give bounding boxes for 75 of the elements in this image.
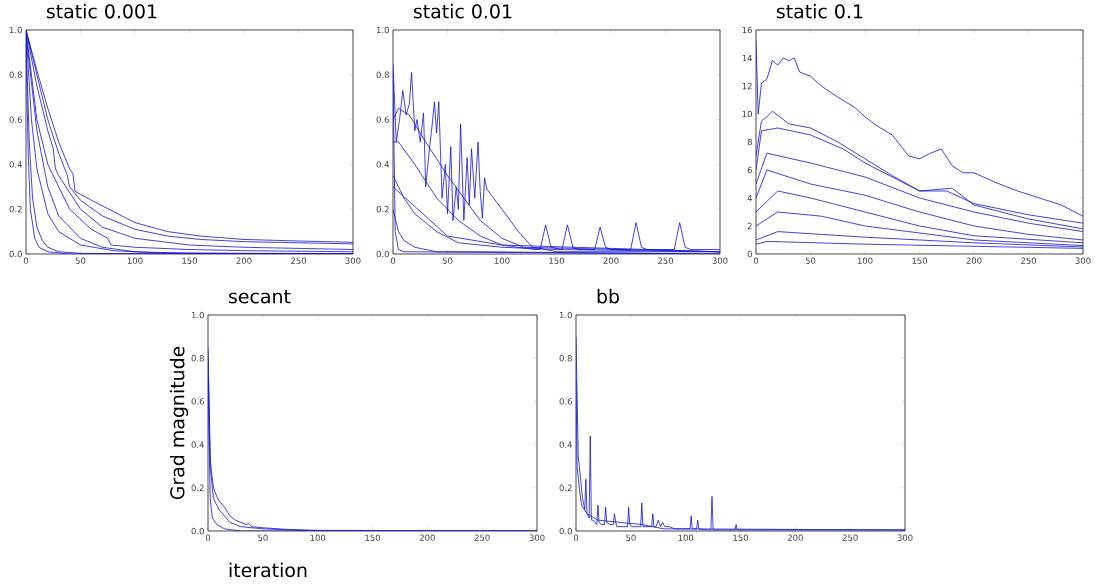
y-tick-label: 8 — [747, 138, 752, 146]
x-tick-label: 300 — [897, 534, 913, 541]
x-tick-label: 300 — [345, 257, 361, 264]
y-tick-label: 0.4 — [559, 441, 573, 448]
x-tick-label: 250 — [842, 534, 858, 541]
x-tick-label: 250 — [474, 534, 490, 541]
y-tick-label: 0.0 — [191, 527, 204, 535]
x-tick-label: 150 — [733, 534, 749, 541]
x-tick-label: 150 — [365, 534, 381, 541]
x-tick-label: 0 — [390, 257, 396, 264]
x-tick-label: 250 — [291, 257, 307, 264]
y-tick-label: 0.8 — [191, 355, 204, 362]
y-tick-label: 0.6 — [191, 398, 204, 405]
y-tick-label: 14 — [742, 54, 753, 62]
x-tick-label: 50 — [442, 257, 453, 264]
x-tick-label: 250 — [658, 257, 674, 264]
y-tick-label: 0.2 — [559, 484, 572, 492]
y-tick-label: 0.0 — [9, 250, 22, 258]
chart-title: static 0.001 — [46, 3, 157, 19]
x-tick-label: 300 — [529, 534, 545, 541]
x-tick-label: 100 — [678, 534, 694, 541]
x-tick-label: 150 — [912, 257, 928, 264]
x-tick-label: 50 — [626, 534, 636, 541]
y-tick-label: 2 — [747, 222, 752, 230]
y-tick-label: 0.0 — [376, 250, 389, 258]
y-tick-label: 0.6 — [559, 398, 572, 405]
y-tick-label: 0.4 — [191, 441, 204, 448]
chart-title: static 0.01 — [413, 3, 512, 19]
x-tick-label: 200 — [419, 534, 435, 541]
x-tick-label: 150 — [182, 257, 198, 264]
y-tick-label: 0.6 — [376, 116, 389, 123]
y-tick-label: 0.6 — [9, 116, 22, 123]
x-tick-label: 50 — [258, 534, 268, 541]
y-tick-label: 0.4 — [376, 161, 389, 168]
x-tick-label: 50 — [75, 257, 86, 264]
y-tick-label: 6 — [747, 166, 752, 174]
y-tick-label: 1.0 — [376, 26, 389, 34]
y-tick-label: 1.0 — [559, 311, 572, 319]
y-tick-label: 1.0 — [9, 26, 22, 34]
chart-title: secant — [229, 289, 291, 304]
x-tick-label: 100 — [494, 257, 510, 264]
x-tick-label: 150 — [549, 257, 565, 264]
x-tick-label: 200 — [787, 534, 803, 541]
x-tick-label: 200 — [236, 257, 252, 264]
x-tick-label: 0 — [205, 534, 211, 541]
y-tick-label: 16 — [742, 26, 752, 34]
y-tick-label: 1.0 — [191, 311, 204, 319]
x-tick-label: 100 — [310, 534, 326, 541]
x-tick-label: 300 — [1075, 257, 1091, 264]
y-tick-label: 10 — [742, 110, 752, 118]
x-tick-label: 100 — [857, 257, 873, 264]
x-tick-label: 0 — [23, 257, 29, 264]
y-axis-title: Grad magnitude — [169, 346, 189, 500]
x-tick-label: 0 — [753, 257, 759, 264]
y-tick-label: 0.2 — [191, 484, 204, 492]
chart-title: static 0.1 — [776, 3, 863, 19]
x-tick-label: 300 — [712, 257, 728, 264]
x-tick-label: 0 — [573, 534, 579, 541]
y-tick-label: 0.0 — [559, 527, 572, 535]
y-tick-label: 0.8 — [9, 71, 22, 78]
y-tick-label: 0.4 — [9, 161, 22, 168]
y-tick-label: 4 — [747, 194, 753, 202]
y-tick-label: 0.2 — [9, 206, 22, 213]
y-tick-label: 0 — [747, 250, 752, 258]
x-axis-title: iteration — [229, 562, 307, 578]
x-tick-label: 200 — [966, 257, 982, 264]
x-tick-label: 50 — [805, 257, 816, 264]
y-tick-label: 0.8 — [559, 355, 572, 362]
x-tick-label: 200 — [603, 257, 619, 264]
y-tick-label: 0.8 — [376, 71, 389, 78]
y-tick-label: 12 — [742, 82, 752, 90]
y-tick-label: 0.2 — [376, 206, 389, 213]
x-tick-label: 250 — [1021, 257, 1037, 264]
chart-title: bb — [597, 288, 619, 304]
x-tick-label: 100 — [127, 257, 143, 264]
